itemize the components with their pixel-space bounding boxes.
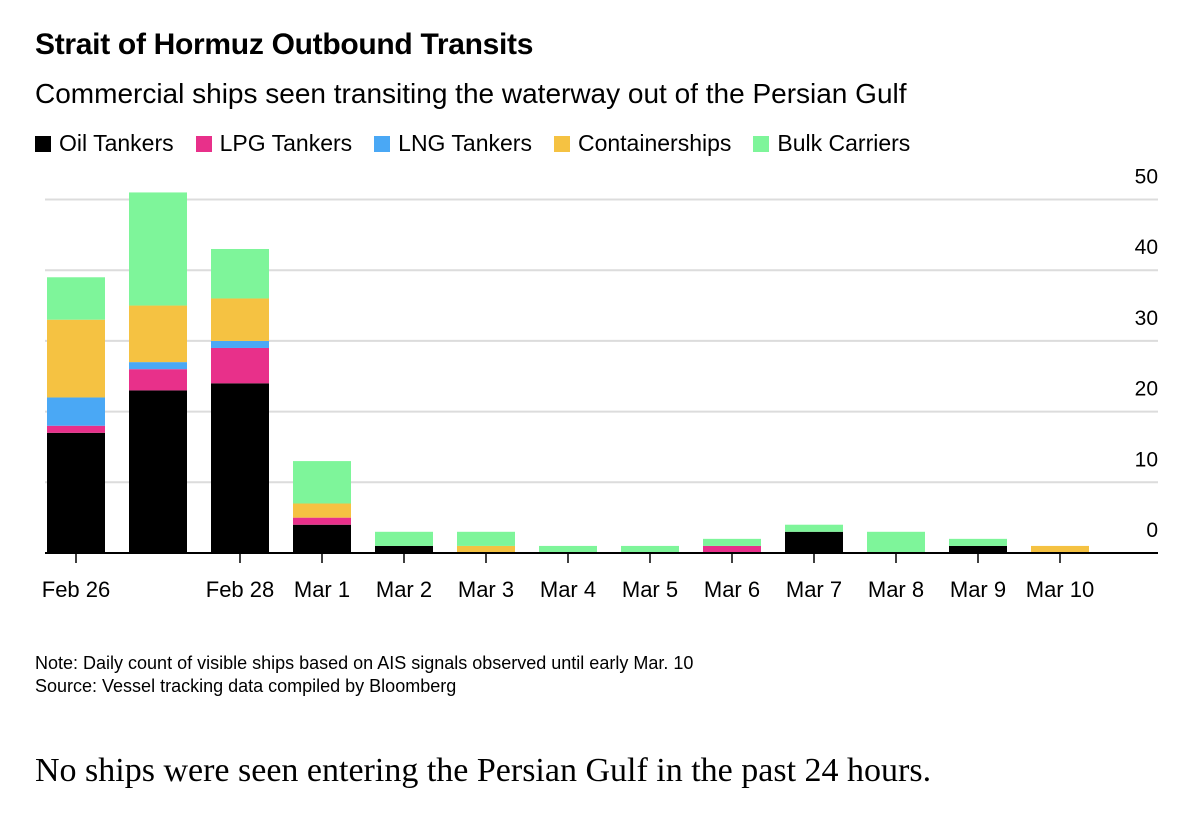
x-tick-label: Mar 4 xyxy=(540,577,596,602)
legend-swatch xyxy=(753,135,770,152)
bar-segment-bulk-carriers xyxy=(47,277,105,320)
bar-segment-lng-tankers xyxy=(211,340,269,348)
bar-segment-oil-tankers xyxy=(375,545,433,553)
y-tick-label: 30 xyxy=(1135,307,1158,330)
bar-segment-lpg-tankers xyxy=(47,425,105,433)
y-tick-label: 0 xyxy=(1146,519,1158,542)
bar-segment-oil-tankers xyxy=(785,531,843,553)
x-tick-label: Mar 3 xyxy=(458,577,514,602)
bar-segment-containerships xyxy=(1031,545,1089,553)
bar-segment-bulk-carriers xyxy=(621,545,679,553)
x-tick-label: Mar 10 xyxy=(1026,577,1094,602)
legend-label: Oil Tankers xyxy=(59,130,174,156)
chart-title: Strait of Hormuz Outbound Transits xyxy=(35,28,534,61)
bar-segment-bulk-carriers xyxy=(211,248,269,299)
x-tick-label: Mar 2 xyxy=(376,577,432,602)
y-tick-label: 40 xyxy=(1135,236,1158,259)
legend-label: LNG Tankers xyxy=(398,130,532,156)
note-text: Note: Daily count of visible ships based… xyxy=(35,653,694,673)
bar-segment-bulk-carriers xyxy=(293,461,351,504)
legend: Oil Tankers LPG Tankers LNG Tankers Contain… xyxy=(35,130,910,157)
bar-segment-lpg-tankers xyxy=(293,517,351,525)
legend-item: Containerships xyxy=(553,130,732,157)
bar-segment-bulk-carriers xyxy=(129,192,187,306)
x-tick-label: Feb 28 xyxy=(206,577,275,602)
bar-segment-oil-tankers xyxy=(949,545,1007,553)
bar-segment-containerships xyxy=(129,305,187,363)
stacked-bar-chart: 0 10 20 30 40 50 Feb 26 Feb 28 Mar 1 Mar 2 Mar 3 Ma… xyxy=(42,166,1158,602)
x-tick-label: Mar 6 xyxy=(704,577,760,602)
bar-segment-bulk-carriers xyxy=(949,538,1007,546)
y-tick-label: 10 xyxy=(1135,448,1158,471)
legend-item: Bulk Carriers xyxy=(753,130,910,157)
legend-swatch xyxy=(374,135,391,152)
bar-segment-bulk-carriers xyxy=(539,545,597,553)
bar-segment-containerships xyxy=(457,545,515,553)
legend-label: Containerships xyxy=(577,130,732,156)
x-tick-label: Feb 26 xyxy=(42,577,111,602)
x-tick-label: Mar 1 xyxy=(294,577,350,602)
bar-segment-lng-tankers xyxy=(129,362,187,370)
legend-swatch xyxy=(553,135,570,152)
y-tick-label: 20 xyxy=(1135,378,1158,401)
bar-segment-bulk-carriers xyxy=(375,531,433,546)
footer-text: No ships were seen entering the Persian … xyxy=(35,752,932,789)
chart-subtitle: Commercial ships seen transiting the wat… xyxy=(35,78,907,109)
bar-segment-oil-tankers xyxy=(211,383,269,553)
legend-item: Oil Tankers xyxy=(35,130,174,157)
bar-segment-containerships xyxy=(211,298,269,341)
legend-label: Bulk Carriers xyxy=(777,130,911,156)
legend-label: LPG Tankers xyxy=(219,130,353,156)
bar-segment-oil-tankers xyxy=(129,390,187,553)
x-tick-label: Mar 8 xyxy=(868,577,924,602)
legend-swatch xyxy=(195,135,212,152)
bar-segment-containerships xyxy=(293,503,351,518)
x-tick-label: Mar 5 xyxy=(622,577,678,602)
legend-item: LNG Tankers xyxy=(374,130,532,157)
bar-segment-bulk-carriers xyxy=(867,531,925,553)
source-text: Source: Vessel tracking data compiled by… xyxy=(35,676,457,696)
legend-swatch xyxy=(35,135,51,152)
bar-segment-containerships xyxy=(47,319,105,398)
bar-segment-bulk-carriers xyxy=(457,531,515,546)
x-tick-label: Mar 7 xyxy=(786,577,842,602)
bar-segment-lpg-tankers xyxy=(211,347,269,384)
legend-item: LPG Tankers xyxy=(195,130,353,157)
bar-segment-bulk-carriers xyxy=(703,538,761,546)
bar-segment-oil-tankers xyxy=(293,524,351,553)
y-tick-label: 50 xyxy=(1135,166,1158,189)
bar-segment-oil-tankers xyxy=(47,432,105,553)
x-tick-label: Mar 9 xyxy=(950,577,1006,602)
chart-notes: Note: Daily count of visible ships based… xyxy=(35,652,693,698)
bar-segment-lpg-tankers xyxy=(129,369,187,391)
bar-segment-bulk-carriers xyxy=(785,524,843,532)
bar-segment-lng-tankers xyxy=(47,397,105,426)
bar-segment-lpg-tankers xyxy=(703,545,761,553)
